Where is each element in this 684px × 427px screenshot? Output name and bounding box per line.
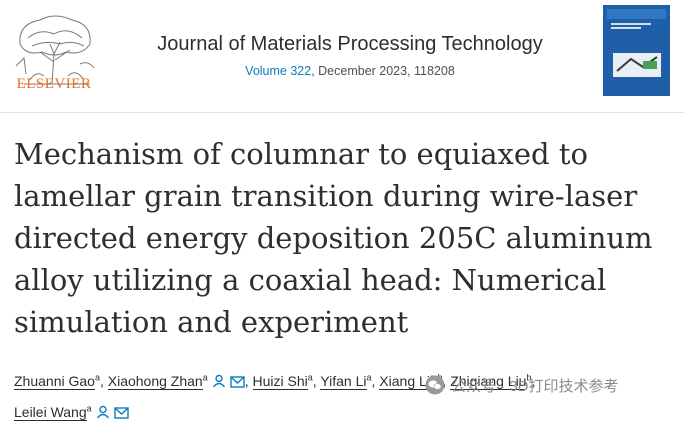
author-name[interactable]: Xiaohong Zhan: [107, 372, 203, 390]
separator: ,: [442, 372, 447, 389]
author-name[interactable]: Yifan Li: [320, 372, 367, 390]
author: Leilei Wanga: [14, 403, 129, 422]
author-list: Zhuanni Gaoa, Xiaohong Zhana, Huizi Shia…: [14, 364, 674, 427]
author-icon[interactable]: [96, 401, 110, 427]
separator: ,: [99, 372, 104, 389]
author-name[interactable]: Zhiqiang Liu: [450, 372, 527, 390]
watermark-text: 公众号 · 3D打印技术参考: [451, 377, 619, 395]
email-icon[interactable]: [113, 401, 129, 427]
title-line: alloy utilizing a coaxial head: Numerica…: [14, 263, 607, 297]
publisher-logo: [15, 15, 95, 85]
author-name[interactable]: Zhuanni Gao: [14, 372, 95, 390]
affiliation: a: [94, 372, 100, 382]
title-line: directed energy deposition 205C aluminum: [14, 221, 653, 255]
affiliation: a: [86, 403, 92, 414]
author: Zhuanni Gaoa,: [14, 372, 104, 390]
email-icon[interactable]: [230, 370, 245, 396]
journal-name[interactable]: Journal of Materials Processing Technolo…: [157, 33, 543, 55]
journal-cover[interactable]: [603, 5, 670, 96]
volume-link[interactable]: Volume 322: [245, 64, 312, 78]
separator: ,: [371, 372, 376, 389]
separator: ,: [531, 372, 536, 389]
article-page: ELSEVIER Journal of Materials Processing…: [0, 5, 684, 422]
publisher-name: ELSEVIER: [16, 76, 92, 92]
separator: ,: [244, 372, 249, 389]
wechat-icon: [425, 375, 445, 395]
issue-info: , December 2023, 118208: [311, 64, 455, 78]
title-line: Mechanism of columnar to equiaxed to: [14, 137, 588, 171]
watermark: 公众号 · 3D打印技术参考: [425, 374, 619, 396]
author: Yifan Lia,: [320, 372, 376, 390]
separator: ,: [312, 372, 317, 389]
author: Zhiqiang Liub,: [450, 372, 536, 390]
affiliation: a: [366, 372, 372, 382]
author: Huizi Shia,: [252, 372, 317, 390]
affiliation: b: [526, 372, 532, 382]
author-icon[interactable]: [212, 370, 226, 396]
volume-line: Volume 322, December 2023, 118208: [110, 64, 590, 78]
affiliation: a: [202, 372, 208, 382]
author-name[interactable]: Xiang Li: [379, 372, 430, 390]
title-line: simulation and experiment: [14, 305, 409, 339]
author: Xiaohong Zhana,: [107, 372, 249, 390]
article-title: Mechanism of columnar to equiaxed to lame…: [14, 133, 674, 343]
header-divider: [0, 112, 684, 113]
author-name[interactable]: Huizi Shi: [252, 372, 308, 390]
title-line: lamellar grain transition during wire-la…: [14, 179, 638, 213]
affiliation: a: [307, 372, 313, 382]
